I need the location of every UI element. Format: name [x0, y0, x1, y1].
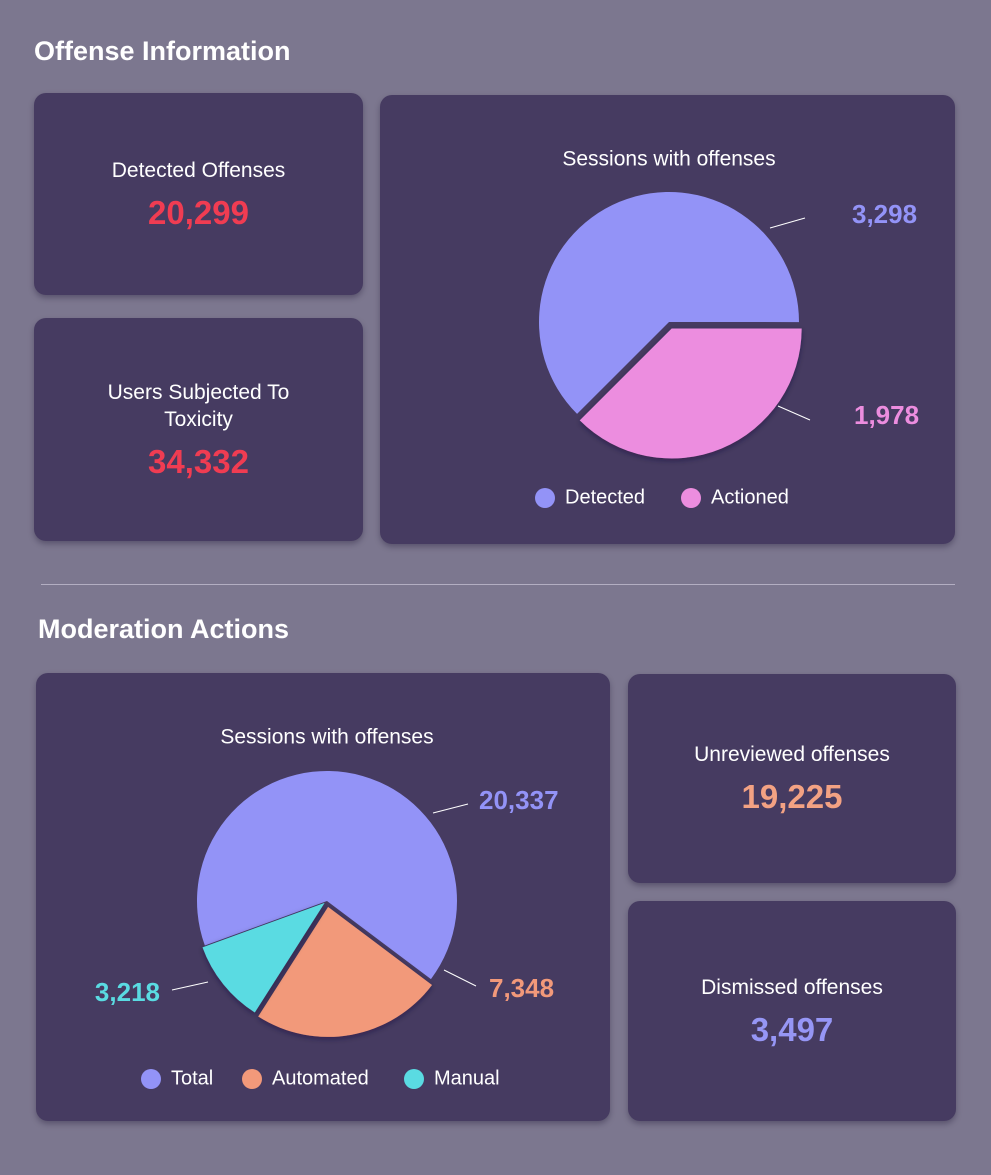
value-label: 1,978	[854, 400, 919, 430]
legend-label: Total	[171, 1067, 213, 1089]
pie-slice	[539, 191, 799, 414]
legend-marker	[141, 1069, 161, 1089]
stat-value: 20,299	[148, 193, 249, 231]
legend-label: Automated	[272, 1067, 369, 1089]
section-title: Moderation Actions	[38, 614, 290, 644]
pie-slice	[202, 902, 325, 1013]
pie-chart: Sessions with offenses 20,337 7,348 3,218 To…	[95, 726, 559, 1090]
chart-card: Sessions with offenses 3,298 1,978 Detected…	[380, 95, 955, 544]
leader-line	[171, 981, 209, 991]
pie-chart: Sessions with offenses 3,298 1,978 Detected…	[535, 148, 919, 508]
legend-marker	[242, 1069, 262, 1089]
divider	[41, 584, 955, 585]
stat-value: 34,332	[148, 442, 249, 480]
stat-label: Dismissed offenses	[701, 975, 883, 999]
pie-slice	[579, 328, 802, 459]
stat-card: Unreviewed offenses 19,225	[628, 674, 956, 883]
stat-label: Detected Offenses	[111, 158, 286, 182]
stat-label: Users Subjected To Toxicity	[107, 380, 290, 431]
leader-line	[769, 217, 806, 229]
leader-line	[777, 405, 811, 421]
value-label: 20,337	[479, 785, 559, 815]
legend-marker	[535, 488, 555, 508]
stat-value: 3,497	[750, 1010, 834, 1048]
chart-title: Sessions with offenses	[562, 148, 775, 171]
pie-slice	[197, 771, 458, 980]
stat-card: Users Subjected To Toxicity 34,332	[34, 318, 363, 541]
legend-marker	[404, 1069, 424, 1089]
legend-label: Actioned	[711, 486, 789, 508]
value-label: 3,218	[95, 977, 160, 1007]
legend-label: Manual	[434, 1067, 500, 1089]
section-title: Offense Information	[34, 36, 291, 66]
value-label: 3,298	[852, 199, 917, 229]
leader-line	[443, 969, 477, 987]
chart-title: Sessions with offenses	[220, 726, 433, 749]
stat-label: Unreviewed offenses	[694, 743, 890, 766]
value-label: 7,348	[489, 973, 554, 1003]
leader-line	[432, 803, 469, 814]
pie-slice	[258, 906, 433, 1037]
legend-marker	[681, 488, 701, 508]
stat-value: 19,225	[741, 778, 843, 815]
legend-label: Detected	[565, 486, 645, 508]
chart-card: Sessions with offenses 20,337 7,348 3,218 To…	[36, 673, 610, 1121]
stat-card: Dismissed offenses 3,497	[628, 901, 956, 1121]
stat-card: Detected Offenses 20,299	[34, 93, 363, 295]
